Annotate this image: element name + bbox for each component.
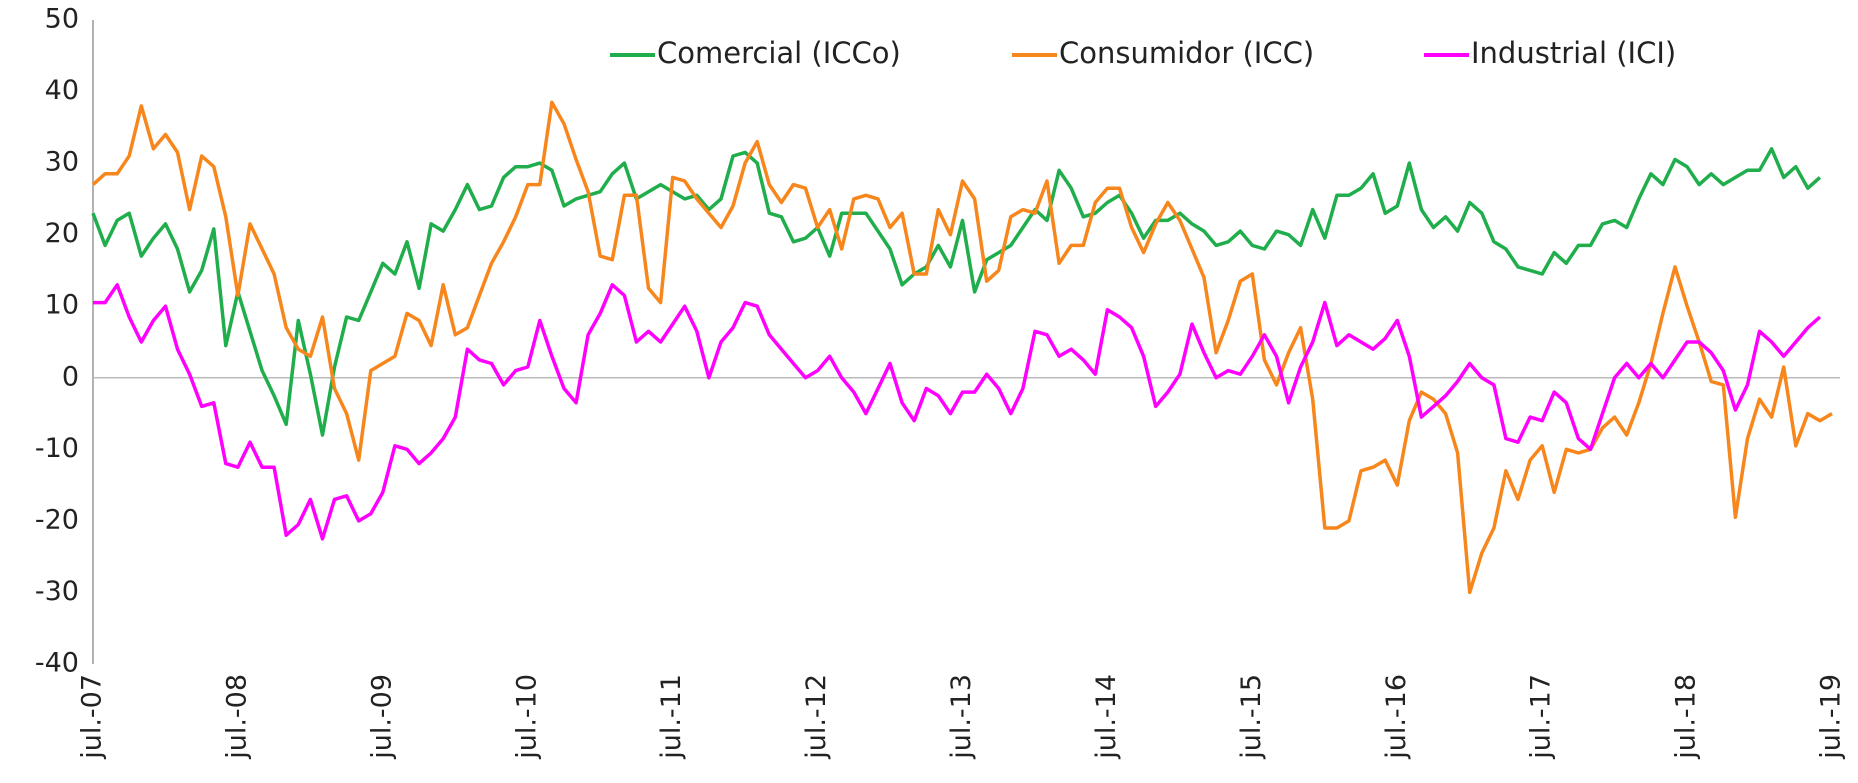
x-tick-label: jul.-15: [1236, 674, 1267, 760]
x-tick-label: jul.-09: [366, 674, 397, 760]
x-tick-label: jul.-13: [946, 674, 977, 760]
y-tick-label: -40: [35, 648, 79, 679]
y-tick-label: 10: [45, 290, 79, 321]
legend-label: Comercial (ICCo): [657, 36, 901, 70]
x-tick-label: jul.-07: [77, 674, 108, 760]
y-tick-label: -30: [35, 576, 79, 607]
x-tick-label: jul.-14: [1091, 674, 1122, 760]
x-tick-label: jul.-11: [656, 674, 687, 760]
series-line: [91, 147, 1822, 437]
y-tick-label: 0: [62, 361, 79, 392]
y-tick-label: -10: [35, 433, 79, 464]
x-tick-label: jul.-19: [1816, 674, 1847, 760]
y-tick-label: -20: [35, 504, 79, 535]
legend-label: Industrial (ICI): [1471, 36, 1676, 70]
x-tick-label: jul.-18: [1671, 674, 1702, 760]
y-tick-label: 30: [45, 147, 79, 178]
series-line: [93, 283, 1822, 541]
x-tick-label: jul.-16: [1381, 674, 1412, 760]
series-line: [91, 100, 1833, 595]
x-tick-label: jul.-12: [801, 674, 832, 760]
y-tick-label: 50: [45, 4, 79, 35]
x-tick-label: jul.-17: [1526, 674, 1557, 760]
y-tick-label: 20: [45, 218, 79, 249]
legend-label: Consumidor (ICC): [1059, 36, 1314, 70]
x-tick-label: jul.-10: [511, 674, 542, 760]
x-tick-label: jul.-08: [221, 674, 252, 760]
y-tick-label: 40: [45, 75, 79, 106]
